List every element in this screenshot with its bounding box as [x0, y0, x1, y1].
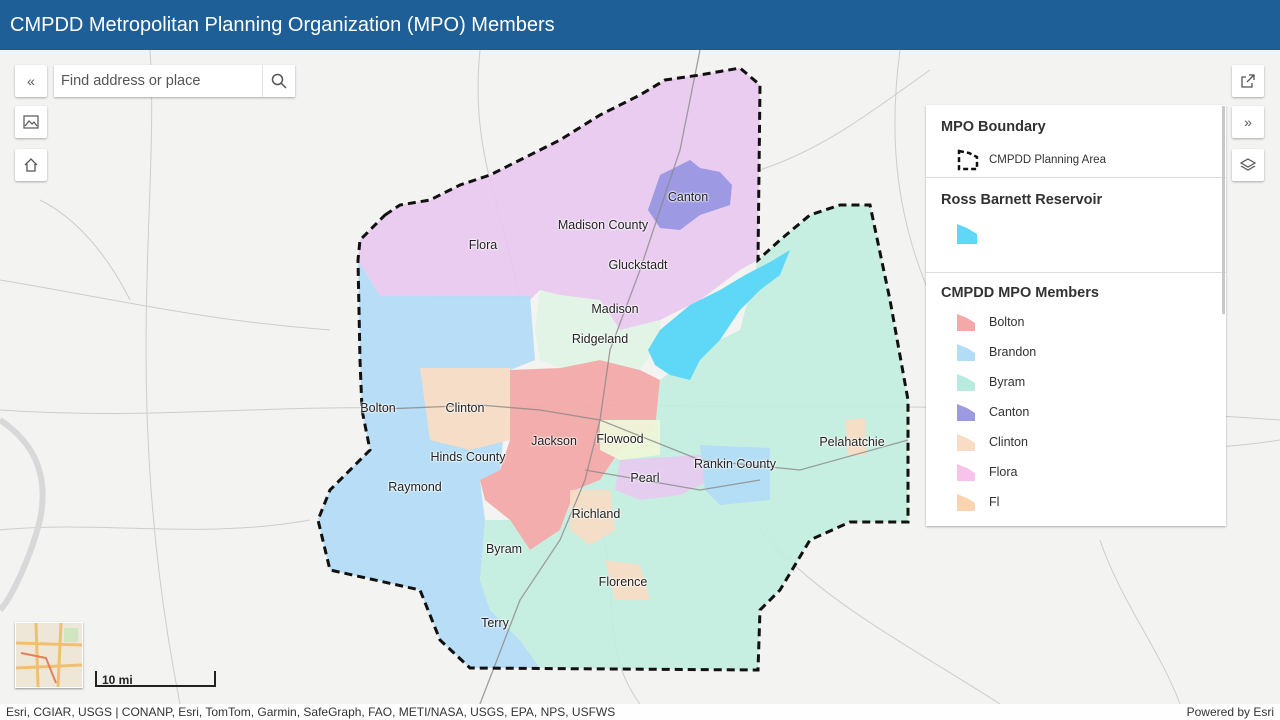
- legend-item-label: Brandon: [989, 345, 1037, 359]
- place-label: Pearl: [630, 471, 660, 485]
- collapse-button[interactable]: «: [15, 65, 47, 97]
- map-canvas[interactable]: [0, 50, 1280, 704]
- place-label: Ridgeland: [571, 332, 629, 346]
- legend-item-brandon: Brandon: [941, 337, 1211, 367]
- legend-item-label: Clinton: [989, 435, 1028, 449]
- madison-county-region: [358, 68, 760, 330]
- legend-item-label: Byram: [989, 375, 1026, 389]
- legend-swatch: [957, 494, 975, 511]
- page-title: CMPDD Metropolitan Planning Organization…: [0, 0, 1280, 50]
- home-icon: [24, 158, 38, 172]
- place-label: Jackson: [531, 434, 577, 448]
- pelahatchie-region: [845, 418, 866, 455]
- expand-button[interactable]: »: [1232, 106, 1264, 138]
- legend-title: MPO Boundary: [941, 119, 1046, 135]
- legend-item-label: Flora: [989, 465, 1018, 479]
- place-label: Raymond: [388, 480, 442, 494]
- legend-item-clinton: Clinton: [941, 427, 1211, 457]
- share-button[interactable]: [1232, 65, 1264, 97]
- legend-swatch: [957, 314, 975, 331]
- place-label: Hinds County: [430, 450, 506, 464]
- search-icon: [271, 73, 287, 89]
- double-chevron-right-icon: »: [1244, 114, 1252, 130]
- mpo-boundary-line: [316, 66, 910, 672]
- legend-swatch: [957, 374, 975, 391]
- scale-bar: 10 mi: [95, 671, 216, 687]
- legend-swatch: [957, 404, 975, 421]
- legend-panel[interactable]: MPO Boundary CMPDD Planning Area Ross Ba…: [926, 105, 1226, 526]
- brandon-region: [700, 445, 770, 505]
- place-label: Clinton: [445, 401, 485, 415]
- place-label: Byram: [485, 542, 523, 556]
- reservoir-swatch: [957, 224, 977, 244]
- layer-list-icon: [1240, 158, 1256, 171]
- legend-item-label: Fl: [989, 495, 1000, 509]
- canton-region: [648, 160, 732, 230]
- clinton-region: [420, 368, 510, 450]
- legend-item-byram: Byram: [941, 367, 1211, 397]
- layer-list-button[interactable]: [1232, 149, 1264, 181]
- legend-title: CMPDD MPO Members: [941, 285, 1099, 301]
- search-widget[interactable]: [54, 65, 295, 97]
- legend-swatch: [957, 464, 975, 481]
- double-chevron-left-icon: «: [27, 73, 35, 89]
- place-label: Pelahatchie: [819, 435, 885, 449]
- legend-item-label: Canton: [989, 405, 1030, 419]
- attribution-bar: Esri, CGIAR, USGS | CONANP, Esri, TomTom…: [0, 704, 1280, 720]
- legend-item-canton: Canton: [941, 397, 1211, 427]
- place-label: Florence: [598, 575, 648, 589]
- place-label: Madison: [591, 302, 639, 316]
- powered-by-text[interactable]: Powered by Esri: [1186, 705, 1274, 719]
- legend-item-label: Bolton: [989, 315, 1025, 329]
- legend-item-flora: Flora: [941, 457, 1211, 487]
- madison-ridgeland-region: [535, 290, 660, 370]
- overview-map[interactable]: [15, 622, 83, 688]
- legend-section-boundary: MPO Boundary CMPDD Planning Area: [926, 105, 1226, 178]
- legend-section-reservoir: Ross Barnett Reservoir: [926, 178, 1226, 273]
- share-icon: [1241, 74, 1255, 88]
- legend-item-label: CMPDD Planning Area: [989, 154, 1106, 166]
- ross-barnett-reservoir: [648, 250, 790, 380]
- dashed-polygon-icon: [957, 149, 979, 171]
- place-label: Flora: [468, 238, 498, 252]
- legend-title: Ross Barnett Reservoir: [941, 192, 1103, 208]
- attribution-text: Esri, CGIAR, USGS | CONANP, Esri, TomTom…: [6, 705, 616, 719]
- legend-section-members: CMPDD MPO Members Bolton Brandon Byram Cant…: [926, 273, 1226, 526]
- basemap-gallery-button[interactable]: [15, 106, 47, 138]
- home-button[interactable]: [15, 149, 47, 181]
- place-label: Bolton: [360, 401, 396, 415]
- place-label: Canton: [667, 190, 709, 204]
- place-label: Madison County: [557, 218, 649, 232]
- legend-swatch: [957, 434, 975, 451]
- overview-map-thumbnail: [16, 623, 82, 687]
- jackson-region: [480, 360, 660, 550]
- place-label: Flowood: [596, 432, 644, 446]
- richland-region: [570, 490, 615, 545]
- hinds-west-region: [318, 260, 540, 668]
- search-input[interactable]: [54, 72, 263, 90]
- legend-swatch: [957, 344, 975, 361]
- place-label: Terry: [481, 616, 509, 630]
- legend-scrollbar[interactable]: [1222, 106, 1225, 314]
- place-label: Gluckstadt: [608, 258, 668, 272]
- flowood-region: [600, 420, 660, 460]
- legend-item-bolton: Bolton: [941, 307, 1211, 337]
- florence-region: [605, 560, 650, 600]
- legend-item-fl: Fl: [941, 487, 1211, 517]
- pearl-region: [615, 455, 710, 500]
- place-label: Rankin County: [694, 457, 776, 471]
- search-button[interactable]: [262, 65, 295, 97]
- basemap-gallery-icon: [23, 115, 39, 129]
- place-label: Richland: [571, 507, 621, 521]
